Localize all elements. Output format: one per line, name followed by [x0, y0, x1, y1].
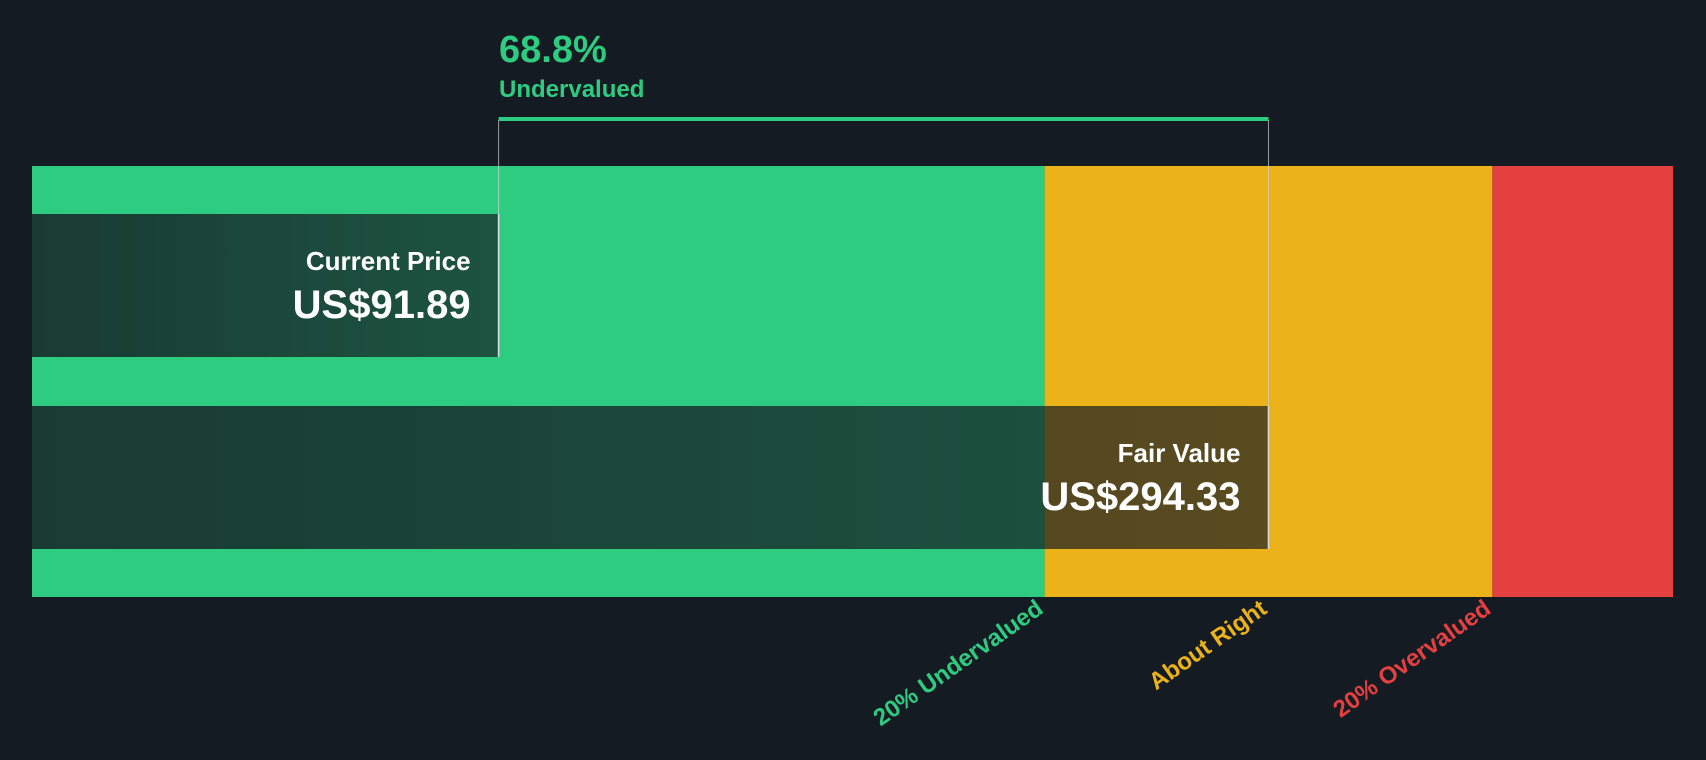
bar — [32, 406, 1269, 549]
bar-label: Fair Value — [1118, 438, 1241, 468]
bar — [32, 214, 499, 357]
headline-value: 68.8% — [499, 29, 607, 71]
bar-label: Current Price — [306, 246, 471, 276]
bar-value: US$91.89 — [293, 283, 471, 327]
zone — [1492, 166, 1673, 597]
bar-value: US$294.33 — [1040, 475, 1240, 519]
headline-label: Undervalued — [499, 76, 644, 103]
